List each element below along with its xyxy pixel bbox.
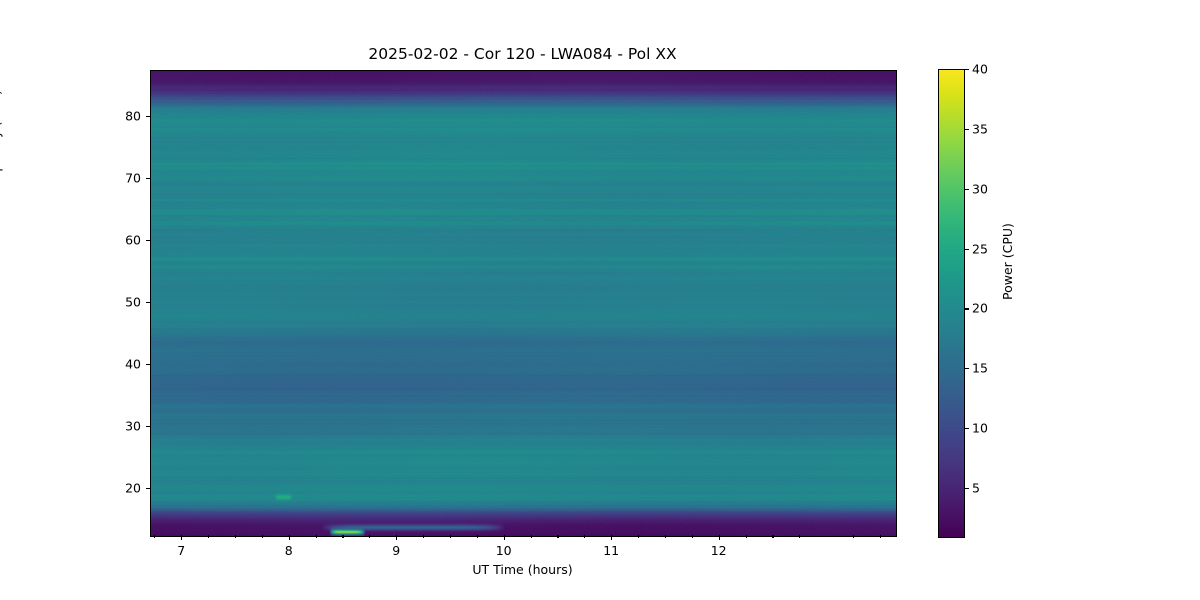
y-axis-label: Frequency (MHz): [0, 89, 3, 195]
colorbar-gradient: [939, 70, 964, 537]
x-tick-mark-minor: [369, 535, 371, 538]
x-tick-mark-minor: [799, 535, 801, 538]
x-tick-mark-minor: [342, 535, 344, 538]
colorbar-tick-label: 10: [972, 420, 988, 436]
x-tick-label: 10: [495, 543, 512, 558]
x-tick-label: 9: [392, 543, 401, 558]
y-tick-mark: [145, 425, 150, 427]
x-tick-mark: [288, 535, 290, 540]
colorbar-tick-mark: [964, 428, 969, 430]
colorbar-tick-label: 25: [972, 241, 988, 257]
colorbar-tick-mark: [964, 368, 969, 370]
y-tick-mark: [145, 115, 150, 117]
y-tick-mark: [145, 363, 150, 365]
y-tick-mark: [145, 301, 150, 303]
x-tick-mark-minor: [584, 535, 586, 538]
y-tick-label: 30: [125, 418, 141, 434]
x-tick-label: 8: [284, 543, 293, 558]
x-tick-mark-minor: [234, 535, 237, 538]
x-tick-mark: [611, 535, 613, 540]
colorbar-tick-mark: [964, 128, 969, 130]
x-tick-mark-minor: [261, 535, 263, 538]
x-tick-mark-minor: [745, 535, 747, 538]
colorbar-tick-label: 5: [972, 480, 980, 496]
x-tick-mark-minor: [423, 535, 425, 538]
colorbar-tick-label: 15: [972, 360, 988, 376]
x-tick-mark: [181, 535, 183, 540]
page-title: 2025-02-02 - Cor 120 - LWA084 - Pol XX: [368, 45, 677, 63]
y-tick-label: 70: [125, 170, 141, 186]
colorbar-tick-label: 35: [972, 121, 988, 137]
x-tick-label: 12: [710, 543, 727, 558]
x-tick-mark-minor: [449, 535, 452, 538]
y-tick-mark: [145, 487, 150, 489]
x-tick-mark: [718, 535, 720, 540]
x-tick-mark: [396, 535, 398, 540]
x-tick-mark-minor: [530, 535, 532, 538]
y-tick-label: 80: [125, 108, 141, 124]
x-tick-mark-minor: [664, 535, 667, 538]
x-tick-label: 11: [603, 543, 620, 558]
x-tick-mark-minor: [638, 535, 640, 538]
x-tick-mark: [503, 535, 505, 540]
y-tick-label: 40: [125, 356, 141, 372]
colorbar-label: Power (CPU): [1000, 223, 1015, 300]
x-tick-mark-minor: [772, 535, 774, 538]
x-tick-mark-minor: [853, 535, 855, 538]
colorbar-tick-mark: [964, 69, 969, 71]
x-tick-mark-minor: [315, 535, 317, 538]
dynamic-spectrum-image: [151, 71, 896, 536]
y-tick-label: 60: [125, 232, 141, 248]
x-tick-mark-minor: [691, 535, 693, 538]
colorbar-axes[interactable]: [938, 69, 965, 538]
colorbar-tick-label: 40: [972, 61, 988, 77]
y-tick-label: 20: [125, 480, 141, 496]
x-tick-mark-minor: [879, 535, 882, 538]
colorbar-tick-mark: [964, 488, 969, 490]
y-tick-label: 50: [125, 294, 141, 310]
x-axis-label: UT Time (hours): [472, 562, 573, 577]
colorbar-tick-label: 30: [972, 181, 988, 197]
x-tick-label: 7: [177, 543, 186, 558]
spectrogram-axes[interactable]: [150, 70, 897, 537]
colorbar-tick-label: 20: [972, 300, 988, 316]
colorbar-tick-mark: [964, 248, 969, 250]
y-tick-mark: [145, 239, 150, 241]
colorbar-tick-mark: [964, 188, 969, 190]
x-tick-mark-minor: [154, 535, 156, 538]
x-tick-mark-minor: [476, 535, 478, 538]
colorbar-tick-mark: [964, 308, 969, 310]
x-tick-mark-minor: [557, 535, 559, 538]
x-tick-mark-minor: [208, 535, 210, 538]
y-tick-mark: [145, 177, 150, 179]
